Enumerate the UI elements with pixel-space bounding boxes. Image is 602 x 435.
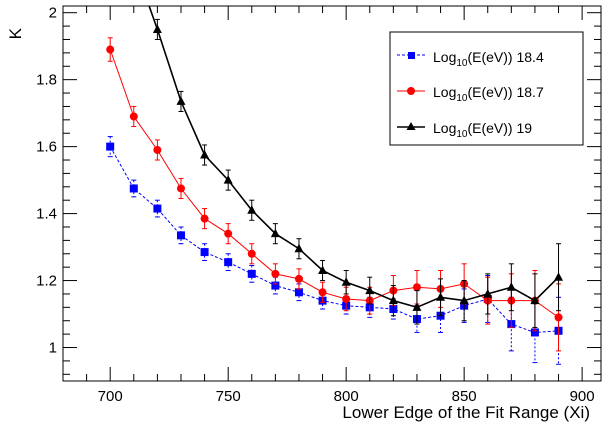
x-tick-label: 900 (570, 388, 595, 405)
data-point (247, 269, 256, 278)
data-point (412, 283, 421, 292)
data-point (294, 243, 304, 253)
data-point (318, 288, 327, 297)
x-tick-label: 750 (216, 388, 241, 405)
data-point (200, 149, 210, 159)
legend-entry-3: Log10(E(eV)) 19 (397, 120, 532, 140)
data-point (129, 112, 138, 121)
x-tick-label: 700 (98, 388, 123, 405)
data-point (270, 228, 280, 238)
legend-entry-2: Log10(E(eV)) 18.7 (397, 84, 544, 104)
data-point (365, 285, 375, 295)
data-point (271, 269, 280, 278)
legend-box (389, 31, 584, 146)
data-point (152, 24, 162, 33)
data-point (506, 282, 516, 291)
legend-entry-1: Log10(E(eV)) 18.4 (397, 49, 544, 69)
y-tick-label: 1.8 (36, 72, 57, 89)
data-point (436, 292, 446, 301)
y-tick-label: 1.6 (36, 139, 57, 156)
y-tick-label: 2 (49, 5, 57, 22)
x-tick-label: 800 (334, 388, 359, 405)
data-point (342, 294, 351, 303)
series-3 (143, 6, 564, 328)
data-point (247, 205, 257, 214)
y-axis-title: K (6, 27, 25, 39)
data-point (341, 277, 351, 286)
data-point (318, 265, 328, 275)
data-point (554, 272, 564, 281)
data-point (530, 328, 539, 337)
data-point (106, 142, 115, 151)
data-point (153, 204, 162, 213)
data-point (223, 175, 233, 184)
data-point (554, 313, 563, 322)
x-axis: 700 750 800 850 900 (62, 6, 595, 405)
y-tick-label: 1 (49, 340, 57, 357)
x-axis-title: Lower Edge of the Fit Range (Xi) (342, 403, 590, 422)
data-point (176, 96, 186, 105)
data-point (224, 258, 233, 267)
data-point (247, 249, 256, 258)
y-tick-label: 1.4 (36, 206, 57, 223)
data-point (224, 229, 233, 238)
data-point (106, 45, 115, 54)
data-point (271, 281, 280, 290)
x-tick-label: 850 (452, 388, 477, 405)
data-point (129, 184, 138, 193)
y-tick-label: 1.2 (36, 273, 57, 290)
series-line (109, 49, 559, 318)
data-point (294, 274, 303, 283)
data-point (412, 302, 422, 311)
data-point (176, 231, 185, 240)
data-point (153, 145, 162, 154)
data-point (459, 295, 469, 305)
data-point (200, 214, 209, 223)
series-layer (106, 6, 564, 365)
data-point (294, 288, 303, 297)
data-point (176, 184, 185, 193)
data-point (483, 288, 493, 298)
data-point (530, 295, 540, 305)
y-axis: 1 1.2 1.4 1.6 1.8 2 (36, 5, 601, 375)
data-point (200, 248, 209, 257)
legend-label-3: Log10(E(eV)) 19 (433, 120, 532, 140)
legend: Log10(E(eV)) 18.4 Log10(E(eV)) 18.7 Log1… (389, 31, 584, 146)
legend-label-1: Log10(E(eV)) 18.4 (433, 49, 544, 69)
data-point (388, 295, 398, 305)
legend-label-2: Log10(E(eV)) 18.7 (433, 84, 544, 104)
